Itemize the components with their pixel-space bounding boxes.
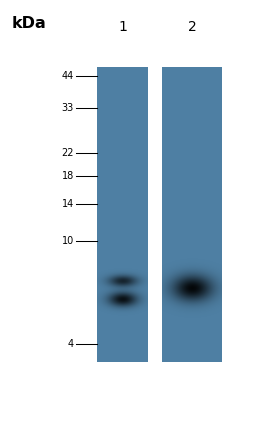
Text: 10: 10	[62, 236, 74, 246]
Text: 18: 18	[62, 171, 74, 181]
Text: 4: 4	[68, 339, 74, 349]
Text: 44: 44	[62, 70, 74, 80]
Text: 14: 14	[62, 199, 74, 209]
Text: 33: 33	[62, 103, 74, 113]
Text: 1: 1	[118, 20, 127, 34]
Text: 2: 2	[188, 20, 196, 34]
Text: kDa: kDa	[12, 16, 47, 32]
Text: 22: 22	[62, 148, 74, 158]
Bar	[162, 67, 222, 362]
Bar	[97, 67, 148, 362]
